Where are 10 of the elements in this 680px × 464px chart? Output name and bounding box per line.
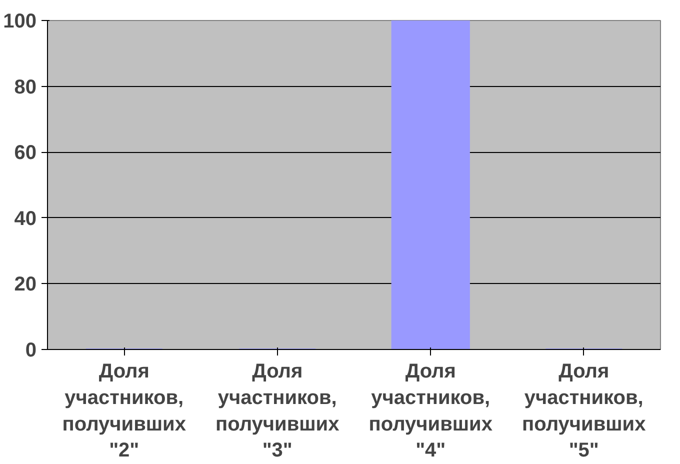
x-tick-label: Доля участников, получивших "3" [216, 360, 340, 462]
x-tick-label: Доля участников, получивших "4" [368, 360, 492, 462]
y-tick-label: 20 [14, 274, 37, 296]
y-tick-label: 0 [25, 340, 36, 362]
y-tick-label: 100 [3, 10, 37, 32]
y-tick-label: 40 [14, 208, 37, 230]
x-tick-label: Доля участников, получивших "5" [522, 360, 646, 462]
y-tick-label: 80 [14, 76, 37, 98]
y-tick-label: 60 [14, 142, 37, 164]
x-tick-label: Доля участников, получивших "2" [62, 360, 186, 462]
